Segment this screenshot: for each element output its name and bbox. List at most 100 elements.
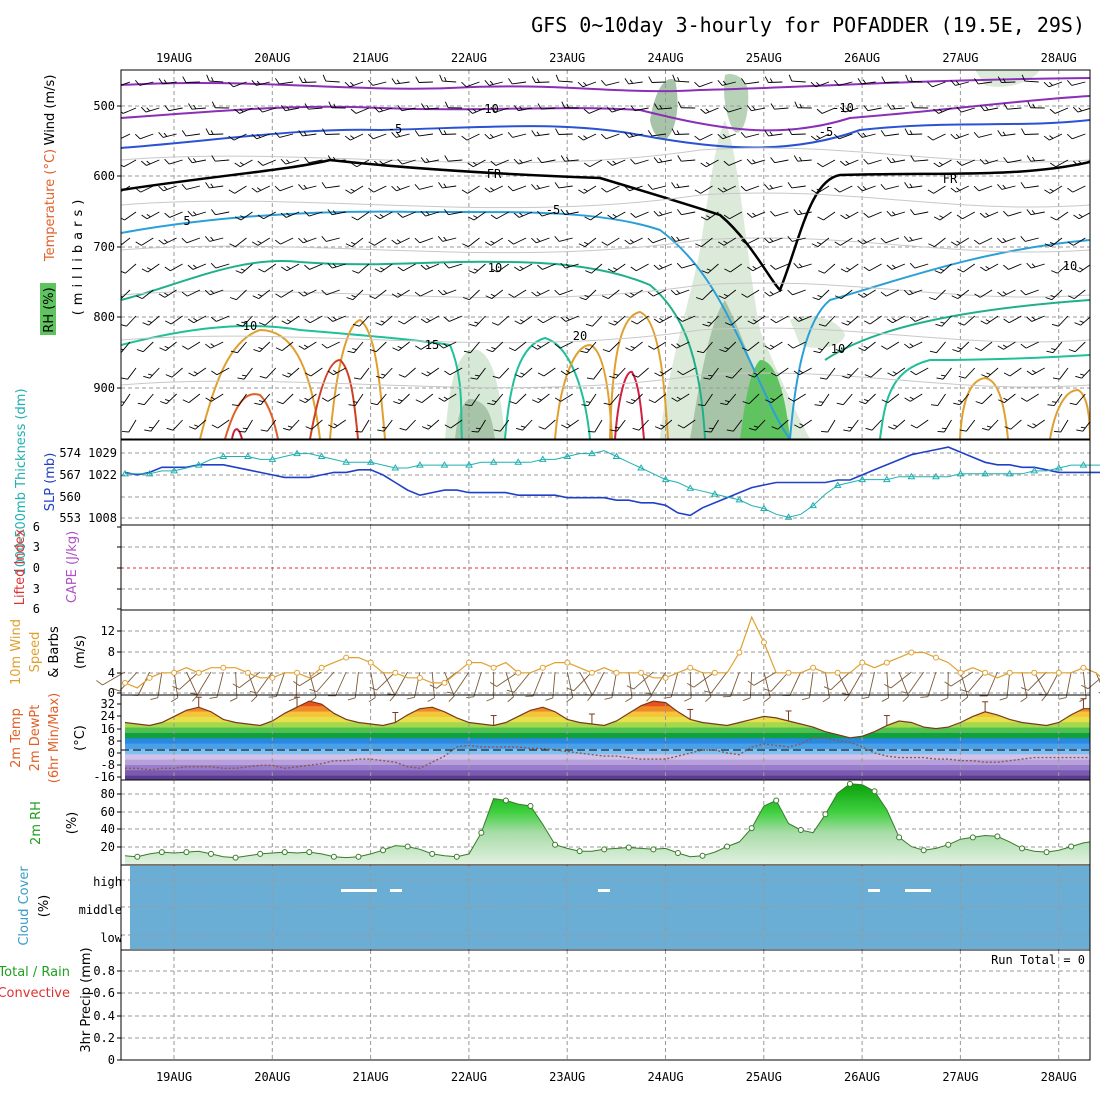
contour-line [199,328,321,439]
barb-shaft [799,419,812,429]
barb-shaft [728,159,742,166]
barb-shaft [589,159,603,168]
barb-shaft [792,289,806,296]
barb-flag [489,682,497,687]
barb-shaft [475,315,486,327]
barb-shaft [448,159,463,162]
wind-barb [228,185,247,194]
wind-barb [345,237,364,248]
barb-flag [1020,182,1026,189]
barb-flag [187,264,194,270]
wind-barb [1003,367,1022,377]
barb-shaft [818,289,830,301]
barb-flag [492,375,500,379]
barb-shaft [332,315,346,322]
barb-shaft [299,671,322,687]
wind-barb [677,367,696,376]
wind-barb [373,106,393,113]
wind-barb [812,289,830,301]
barb-shaft [536,237,550,244]
barb-flag [1044,243,1052,248]
barb-flag [892,104,896,110]
wind10-barb [940,671,949,702]
barb-shaft [542,315,556,324]
temp-band [125,769,1090,776]
barb-flag [842,375,849,379]
barb-flag [566,369,571,374]
barb-flag [172,685,180,690]
barb-shaft [257,237,271,246]
barb-flag [909,130,913,135]
barb-flag [626,685,634,690]
barb-flag [471,431,479,433]
wind-barb [467,107,486,114]
wind10-barb [640,671,653,702]
precip-panel: 0.80.60.40.20 Run Total = 0 Total / Rain… [0,947,1091,1067]
barb-shaft [188,393,201,403]
wind-barb [555,74,573,83]
barb-flag [909,183,913,188]
barb-flag [957,322,965,326]
barb-shaft [325,185,340,189]
data-point [1054,464,1063,471]
barb-flag [163,186,168,190]
thickness-ylabel: 1000-500mb Thickness (dm) [14,388,29,575]
wind-barb [584,211,603,221]
wind-barb [353,367,370,380]
wind-barb [484,133,503,140]
barb-flag [763,688,772,692]
wind-barb [369,341,387,353]
y-tick-label: 16 [101,722,115,736]
barb-flag [464,404,472,407]
barb-flag [1032,423,1037,427]
barb-flag [426,104,430,110]
barb-shaft [838,81,853,86]
barb-shaft [121,237,131,247]
barb-flag [956,240,961,244]
wind10-barb [1081,671,1100,690]
barb-shaft [163,185,177,192]
wind-barb [863,263,882,272]
barb-flag [631,374,639,378]
barb-shaft [592,315,603,327]
barb-flag [257,293,263,297]
barb-shaft [607,289,620,299]
wind-barb [840,159,859,166]
barb-flag [350,135,355,139]
barb-shaft [587,393,597,406]
barb-shaft [357,211,370,221]
barb-flag [1021,74,1026,82]
barb-flag [369,349,377,353]
barb-shaft [302,133,317,137]
contour-label: 10 [488,261,502,275]
wind10-barb [406,671,421,700]
barb-flag [374,160,380,166]
barb-flag [566,687,575,692]
barb-flag [584,216,591,221]
rh-shading [455,399,495,439]
rh-point [429,850,436,857]
barb-flag [1067,79,1073,86]
barb-flag [367,133,374,140]
barb-flag [677,424,684,429]
barb-flag [467,108,473,114]
barb-flag [601,187,607,193]
barb-shaft [611,107,626,113]
barb-flag [374,214,381,220]
barb-flag [256,134,261,138]
barb-flag [770,264,776,270]
barb-shaft [396,237,410,245]
barb-flag [513,105,519,111]
barb-flag [484,133,490,140]
barb-flag [446,691,455,694]
barb-shaft [267,419,277,432]
barb-shaft [675,80,690,83]
barb-flag [647,183,653,190]
wind-barb [327,155,346,162]
wind-barb [834,237,853,246]
barb-shaft [395,81,410,85]
barb-flag [554,289,560,296]
barb-flag [1049,108,1056,114]
barb-flag [671,128,676,135]
